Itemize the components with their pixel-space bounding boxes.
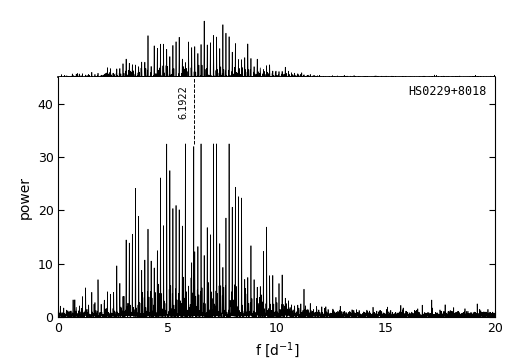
Text: 6.1922: 6.1922	[178, 86, 188, 119]
Text: HS0229+8018: HS0229+8018	[408, 84, 487, 98]
X-axis label: f [d$^{-1}$]: f [d$^{-1}$]	[255, 340, 299, 360]
Y-axis label: power: power	[18, 175, 32, 218]
